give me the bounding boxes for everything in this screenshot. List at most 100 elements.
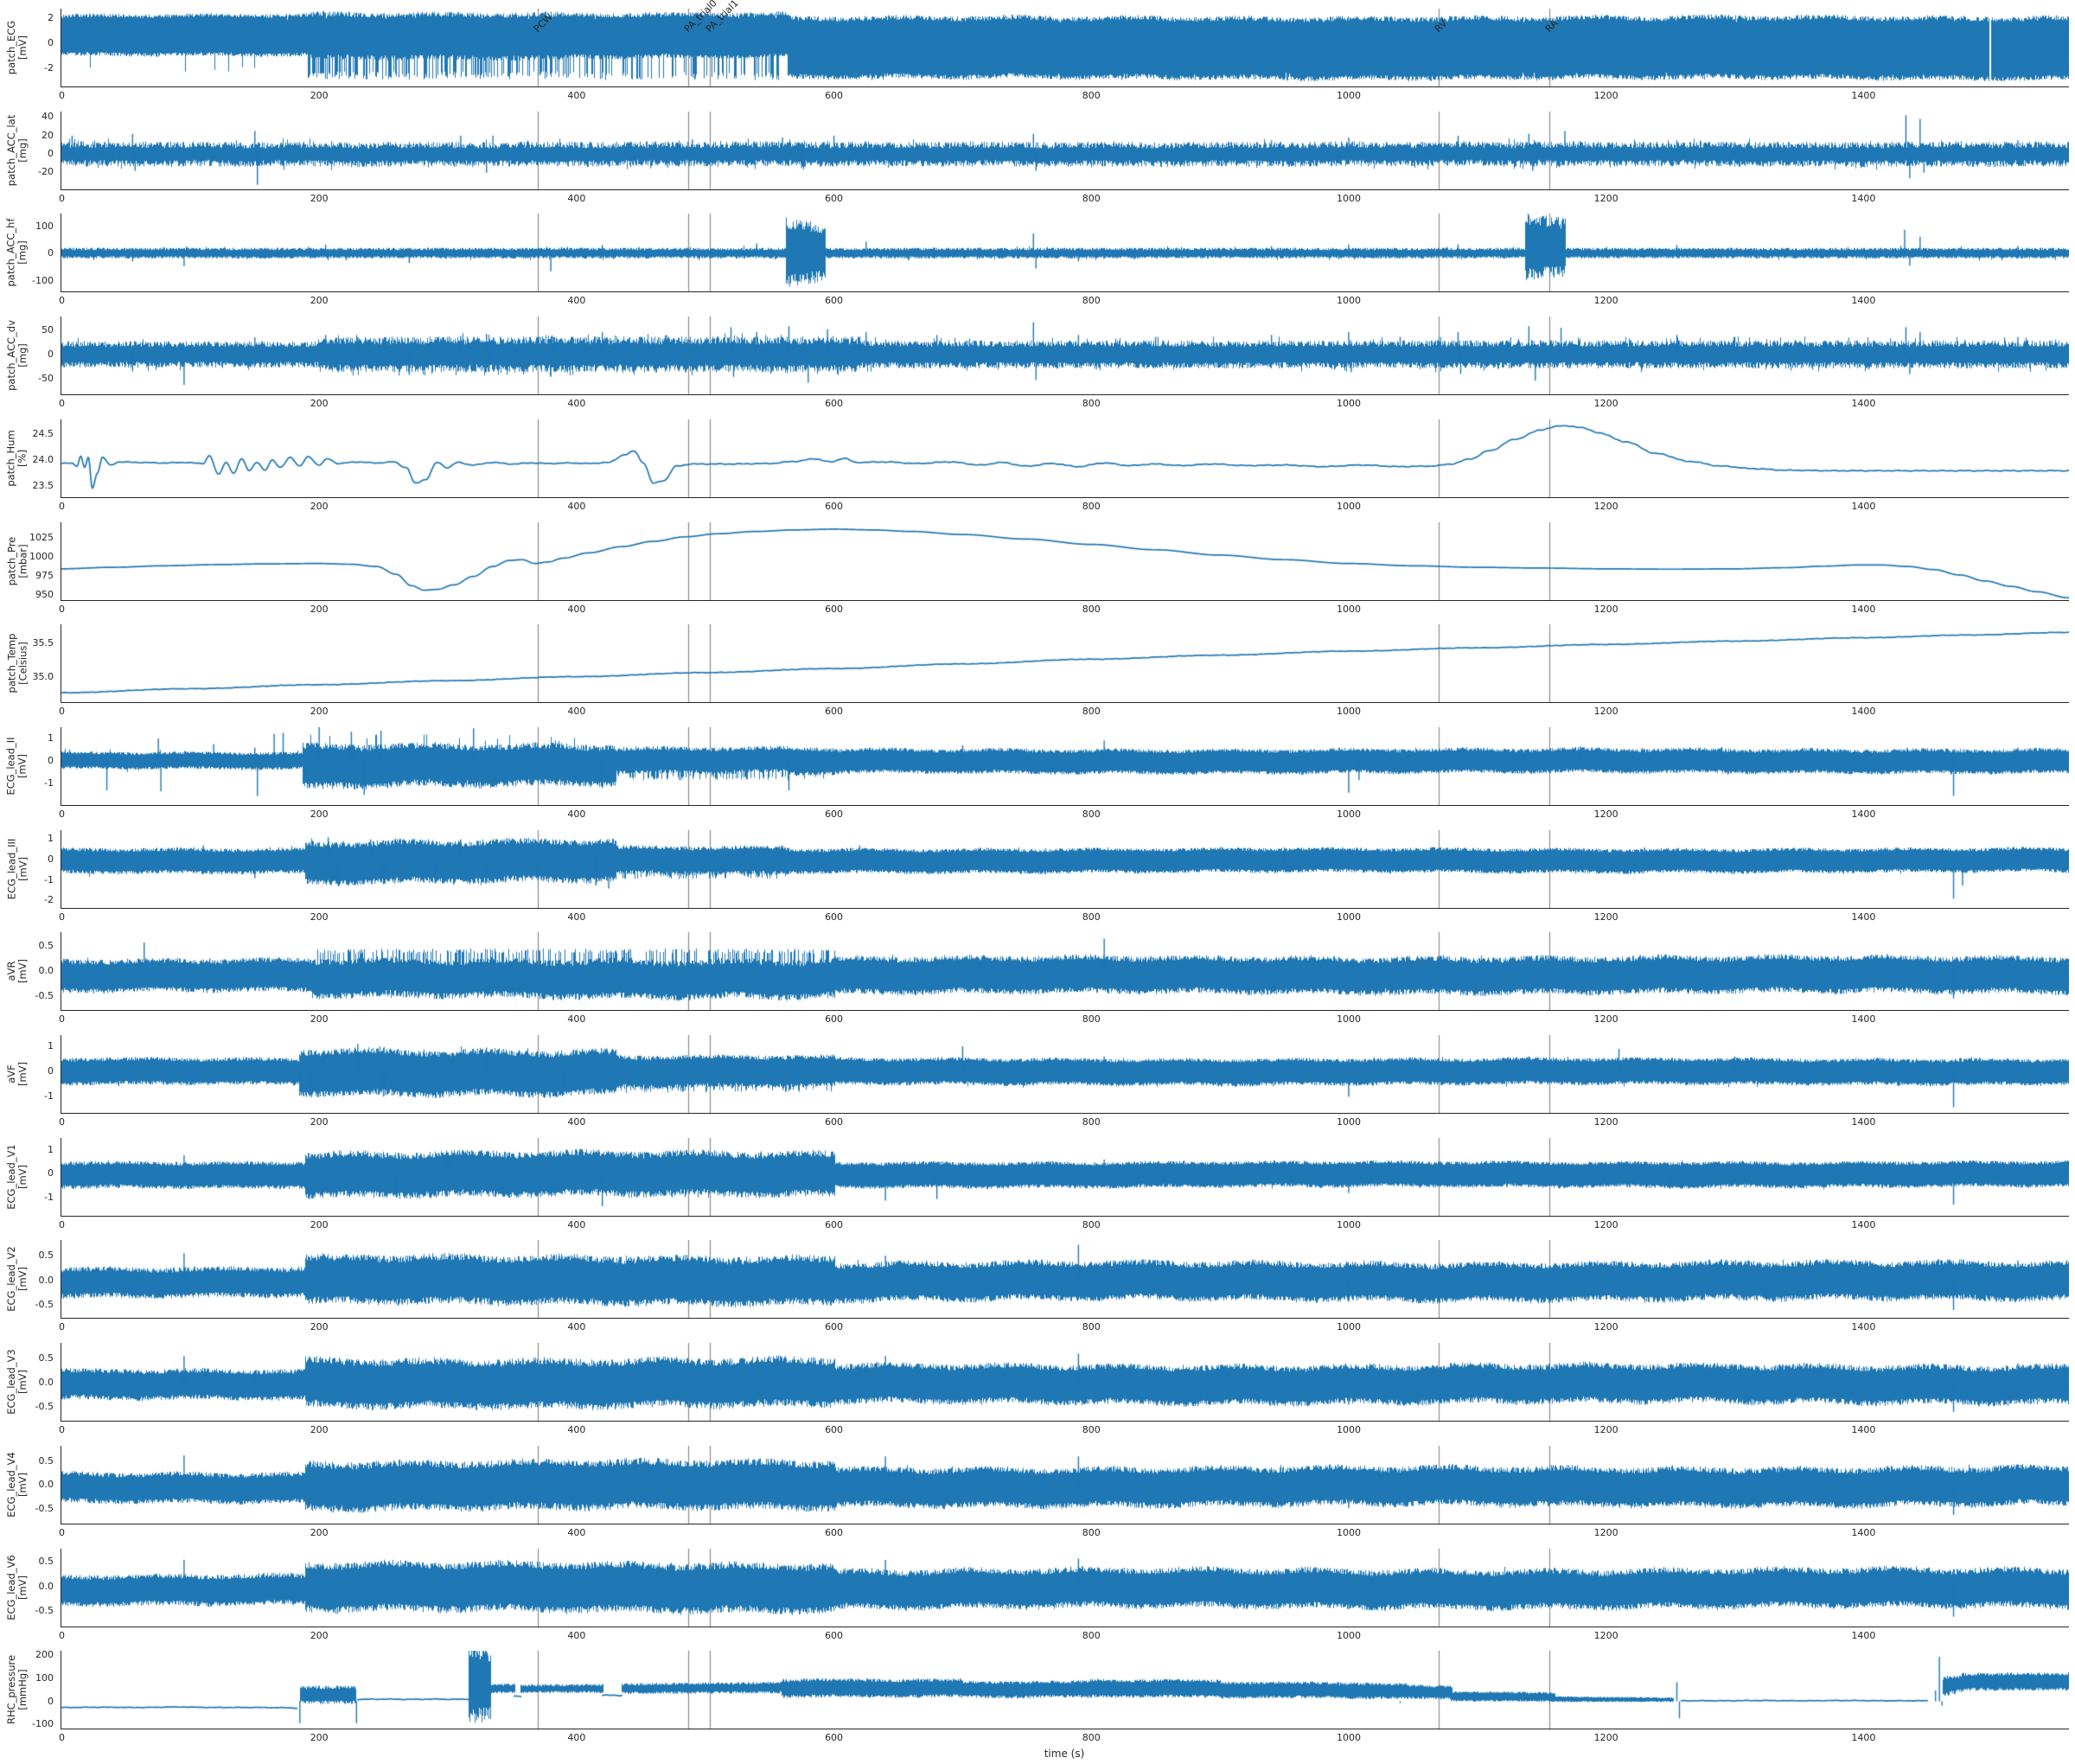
- x-tick-label: 1000: [1336, 1013, 1361, 1026]
- x-tick-label: 1000: [1336, 1116, 1361, 1128]
- x-tick-label: 1200: [1593, 1424, 1618, 1436]
- x-tick-label: 0: [59, 1321, 65, 1333]
- plot-axes: [61, 1137, 2069, 1217]
- x-tick-label: 1200: [1593, 295, 1618, 307]
- y-tick-label: 1000: [29, 551, 54, 563]
- x-tick-strip: 0 200 400 600 800 1000 1200 1400: [0, 1732, 2075, 1748]
- x-tick-label: 1400: [1851, 1013, 1876, 1026]
- x-tick-label: 800: [1082, 1321, 1101, 1333]
- x-tick-label: 1200: [1593, 1526, 1618, 1538]
- x-tick-label: 0: [59, 1116, 65, 1128]
- plot-canvas: [61, 1548, 2069, 1627]
- plot-axes: [61, 111, 2069, 190]
- x-tick-strip: 0 200 400 600 800 1000 1200 1400: [0, 706, 2075, 721]
- signal-panel-ECG_lead_V2: ECG_lead_V2 [mV] 0.5 0.0 -0.5 0 200 400 600 800 10…: [0, 1240, 2075, 1343]
- x-tick-label: 1000: [1336, 90, 1361, 101]
- y-tick-label: 0: [48, 147, 54, 159]
- x-tick-strip: 0 200 400 600 800 1000 1200 1400: [0, 1321, 2075, 1337]
- y-tick-label: -50: [38, 373, 54, 385]
- x-tick-label: 400: [567, 603, 586, 615]
- x-tick-label: 600: [825, 1424, 844, 1436]
- x-tick-label: 1000: [1336, 1526, 1361, 1538]
- y-tick-label: 0: [48, 1167, 54, 1179]
- x-tick-label: 800: [1082, 808, 1101, 820]
- x-tick-label: 0: [59, 192, 65, 204]
- plot-axes: [61, 624, 2069, 704]
- signal-panel-patch_Pre: patch_Pre [mbar] 1025 1000 975 950 0 200 400 600 8…: [0, 521, 2075, 625]
- y-tick-gutter: 1 0 -1: [0, 727, 61, 805]
- plot-canvas: [61, 1137, 2069, 1216]
- y-tick-gutter: 200 100 0 -100: [0, 1649, 61, 1729]
- x-tick-label: 1400: [1851, 1116, 1876, 1128]
- x-tick-label: 0: [59, 1526, 65, 1538]
- x-tick-label: 0: [59, 1629, 65, 1641]
- y-tick-label: 0.0: [38, 1274, 54, 1286]
- y-tick-label: 0: [48, 36, 54, 48]
- x-tick-label: 800: [1082, 1013, 1101, 1026]
- x-tick-label: 0: [59, 808, 65, 820]
- x-tick-label: 800: [1082, 500, 1101, 512]
- plot-canvas: [61, 111, 2069, 189]
- x-tick-label: 600: [825, 1321, 844, 1333]
- x-tick-label: 200: [310, 398, 329, 410]
- plot-axes: [61, 932, 2069, 1012]
- x-tick-label: 800: [1082, 1116, 1101, 1128]
- plot-canvas: [61, 726, 2069, 805]
- plot-axes: [61, 316, 2069, 396]
- plot-axes: [61, 1651, 2069, 1730]
- y-tick-label: 40: [42, 111, 54, 123]
- x-tick-label: 600: [825, 1629, 844, 1641]
- x-tick-strip: 0 200 400 600 800 1000 1200 1400: [0, 1219, 2075, 1235]
- y-tick-gutter: 100 0 -100: [0, 214, 61, 291]
- y-tick-label: -0.5: [35, 1298, 54, 1310]
- y-tick-label: -0.5: [35, 1605, 54, 1617]
- x-tick-label: 1000: [1336, 1218, 1361, 1230]
- signal-panel-ECG_lead_V1: ECG_lead_V1 [mV] 1 0 -1 0 200 400 600 800 1000 1200…: [0, 1137, 2075, 1241]
- x-tick-label: 1000: [1336, 1321, 1361, 1333]
- x-tick-strip: 0 200 400 600 800 1000 1200 1400: [0, 1013, 2075, 1029]
- x-tick-label: 400: [567, 398, 586, 410]
- x-tick-label: 1200: [1593, 192, 1618, 204]
- x-tick-label: 400: [567, 1732, 586, 1744]
- plot-canvas: [61, 829, 2069, 908]
- x-tick-label: 1200: [1593, 1629, 1618, 1641]
- plot-canvas: [61, 214, 2069, 292]
- x-tick-label: 400: [567, 500, 586, 512]
- y-tick-label: 0: [48, 1065, 54, 1077]
- x-tick-label: 200: [310, 1732, 329, 1744]
- x-tick-label: 0: [59, 1424, 65, 1436]
- y-tick-gutter: 1 0 -1: [0, 1138, 61, 1216]
- x-tick-strip: 0 200 400 600 800 1000 1200 1400: [0, 501, 2075, 516]
- y-tick-label: 50: [42, 323, 54, 336]
- y-tick-label: 0.5: [38, 1352, 54, 1365]
- signal-panel-patch_ECG: patch_ECG [mV] 2 0 -2 0 200 400 600 800 1000 1200 14…: [0, 0, 2075, 112]
- x-tick-label: 1200: [1593, 1013, 1618, 1026]
- y-tick-label: 0: [48, 247, 54, 259]
- signal-panel-aVF: aVF [mV] 1 0 -1 0 200 400 600 800 1000 1200 1400: [0, 1035, 2075, 1138]
- x-tick-label: 0: [59, 90, 65, 101]
- y-tick-label: -2: [44, 894, 54, 906]
- plot-canvas: [61, 521, 2069, 600]
- plot-canvas: [61, 419, 2069, 497]
- plot-axes: [61, 419, 2069, 498]
- y-tick-label: 975: [35, 570, 54, 582]
- x-tick-label: 800: [1082, 1424, 1101, 1436]
- x-tick-label: 200: [310, 1218, 329, 1230]
- x-tick-label: 400: [567, 1424, 586, 1436]
- y-tick-gutter: 1 0 -1 -2: [0, 830, 61, 908]
- x-tick-label: 200: [310, 192, 329, 204]
- x-tick-label: 1200: [1593, 90, 1618, 101]
- x-tick-label: 800: [1082, 192, 1101, 204]
- x-tick-label: 1000: [1336, 808, 1361, 820]
- plot-canvas: [61, 1035, 2069, 1113]
- x-tick-label: 0: [59, 500, 65, 512]
- x-tick-label: 600: [825, 295, 844, 307]
- plot-canvas: [61, 624, 2069, 703]
- x-tick-label: 200: [310, 1013, 329, 1026]
- y-tick-label: -0.5: [35, 990, 54, 1002]
- x-tick-label: 1000: [1336, 1732, 1361, 1744]
- x-tick-label: 600: [825, 90, 844, 101]
- x-tick-label: 800: [1082, 911, 1101, 923]
- y-tick-label: -0.5: [35, 1503, 54, 1515]
